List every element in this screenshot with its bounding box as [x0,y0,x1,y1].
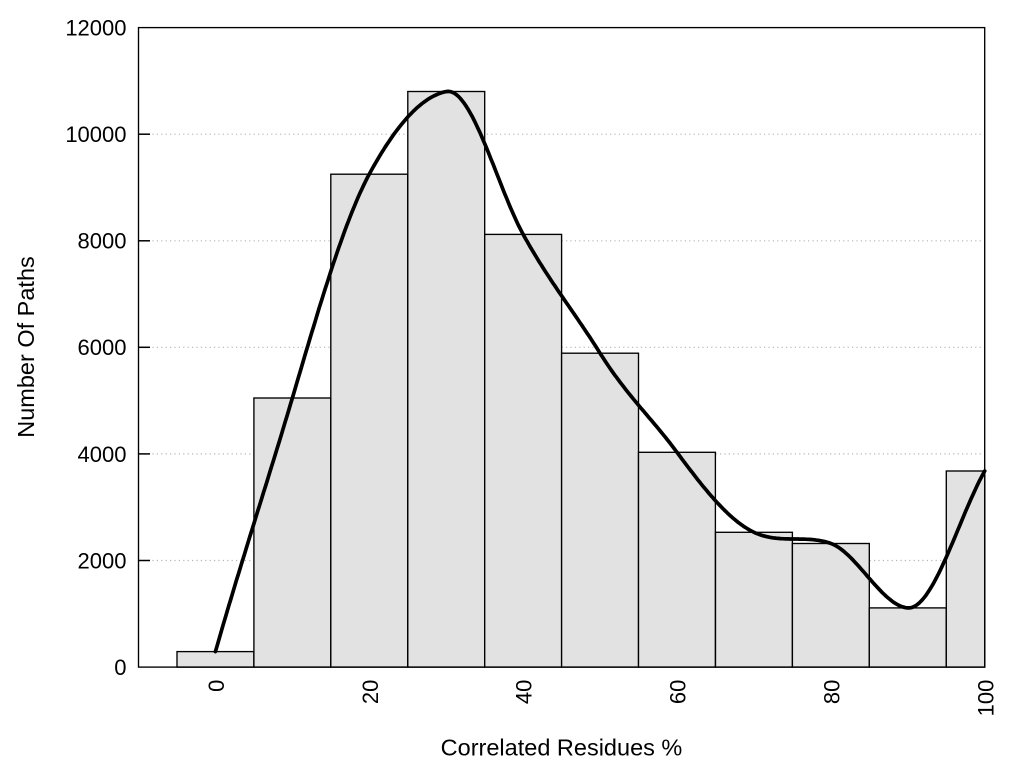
svg-text:2000: 2000 [78,548,127,573]
svg-text:10000: 10000 [65,122,126,147]
svg-text:6000: 6000 [78,335,127,360]
svg-text:8000: 8000 [78,229,127,254]
svg-text:12000: 12000 [65,16,126,41]
svg-text:4000: 4000 [78,442,127,467]
svg-text:0: 0 [114,655,126,680]
svg-text:40: 40 [512,680,537,704]
svg-text:100: 100 [973,680,998,717]
svg-text:60: 60 [666,680,691,704]
svg-text:20: 20 [358,680,383,704]
svg-text:Correlated Residues %: Correlated Residues % [441,735,683,761]
svg-text:80: 80 [820,680,845,704]
svg-text:Number Of Paths: Number Of Paths [13,256,39,438]
svg-text:0: 0 [204,680,229,692]
